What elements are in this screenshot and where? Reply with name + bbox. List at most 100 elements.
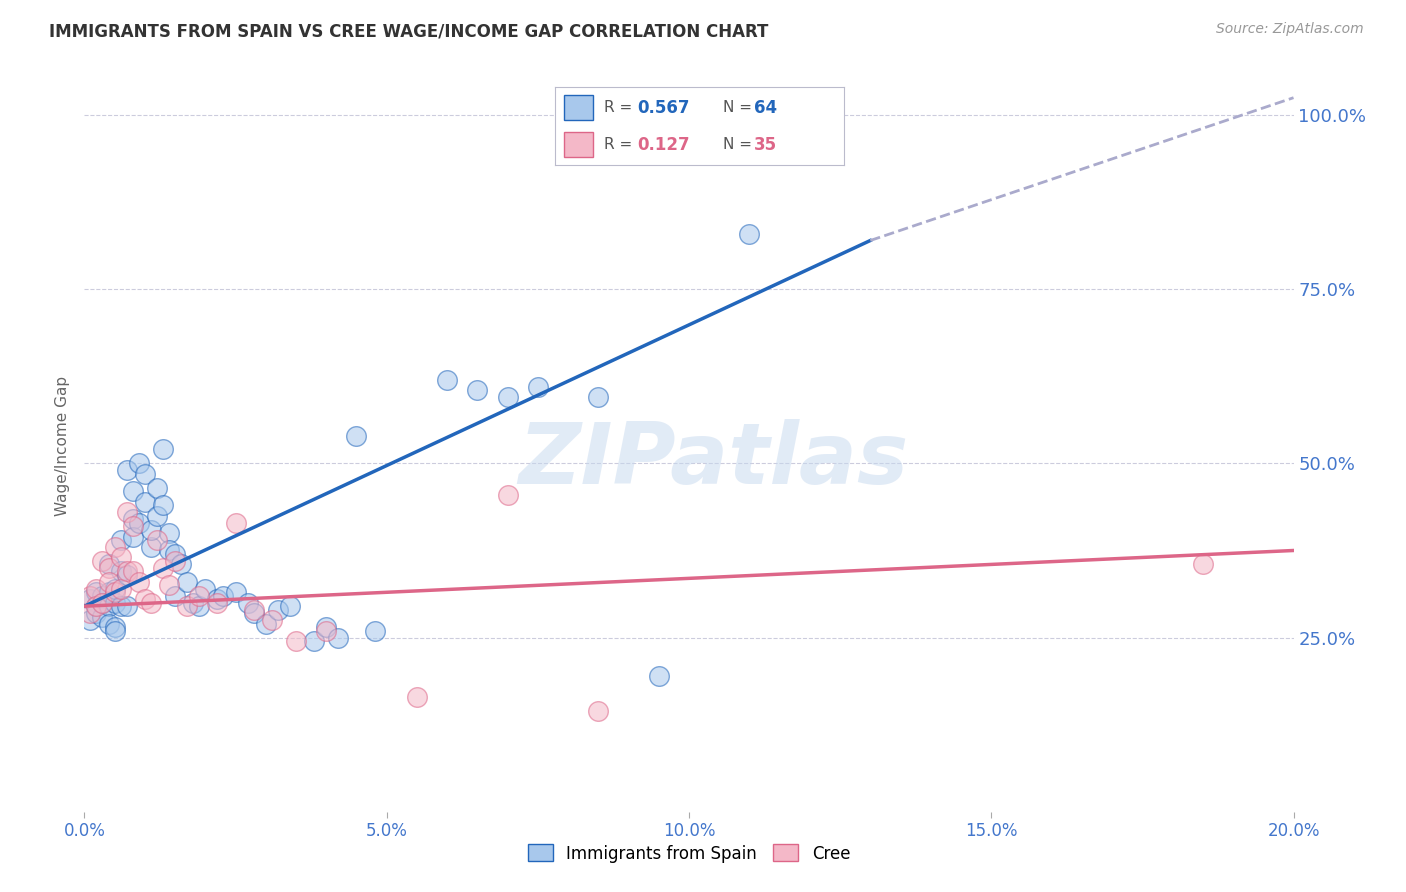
Point [104, 582, 127, 596]
Point [260, 613, 283, 627]
Point [225, 585, 247, 599]
Point [121, 565, 143, 579]
Point [86, 599, 108, 614]
Point [346, 428, 368, 442]
Text: N =: N = [723, 100, 756, 115]
Point [128, 457, 150, 471]
Point [436, 373, 458, 387]
Point [91, 596, 114, 610]
Point [188, 589, 211, 603]
Point [176, 599, 198, 614]
Point [285, 634, 308, 648]
Point [91, 554, 114, 568]
Point [176, 574, 198, 589]
Point [152, 442, 174, 457]
Point [157, 526, 180, 541]
Point [157, 543, 180, 558]
Text: 35: 35 [754, 136, 778, 153]
Point [1192, 558, 1215, 572]
Text: ZIPatlas: ZIPatlas [517, 419, 908, 502]
Point [121, 530, 143, 544]
Point [467, 384, 489, 398]
Point [115, 463, 138, 477]
Point [91, 609, 114, 624]
Point [128, 516, 150, 530]
Point [181, 596, 204, 610]
Point [97, 574, 120, 589]
Point [115, 599, 138, 614]
Point [121, 512, 143, 526]
Point [110, 582, 132, 596]
Point [104, 540, 127, 554]
Text: 0.567: 0.567 [637, 99, 690, 117]
Point [115, 567, 138, 582]
Point [207, 596, 229, 610]
Text: 0.127: 0.127 [637, 136, 690, 153]
Point [86, 606, 108, 620]
Point [157, 578, 180, 592]
Point [104, 585, 127, 599]
Text: N =: N = [723, 137, 756, 153]
Point [86, 582, 108, 596]
Point [115, 565, 138, 579]
Point [97, 599, 120, 614]
Point [212, 589, 235, 603]
Bar [564, 132, 593, 157]
Point [165, 589, 187, 603]
Point [79, 606, 101, 620]
Point [104, 596, 127, 610]
Point [588, 390, 610, 404]
Point [267, 603, 290, 617]
Text: Source: ZipAtlas.com: Source: ZipAtlas.com [1216, 22, 1364, 37]
Point [97, 616, 120, 631]
Point [496, 390, 519, 404]
Point [97, 585, 120, 599]
Legend: Immigrants from Spain, Cree: Immigrants from Spain, Cree [522, 838, 856, 869]
Point [225, 516, 247, 530]
Point [121, 484, 143, 499]
Y-axis label: Wage/Income Gap: Wage/Income Gap [55, 376, 70, 516]
Point [79, 589, 101, 603]
Point [527, 380, 550, 394]
Point [91, 589, 114, 603]
Point [315, 624, 337, 638]
Point [194, 582, 217, 596]
Point [363, 624, 385, 638]
Point [86, 585, 108, 599]
Point [104, 624, 127, 638]
Text: 64: 64 [754, 99, 778, 117]
Point [86, 599, 108, 614]
Point [496, 488, 519, 502]
Point [134, 592, 156, 607]
Point [165, 547, 187, 561]
Point [146, 508, 169, 523]
Point [134, 494, 156, 508]
Point [207, 592, 229, 607]
Point [152, 498, 174, 512]
Point [79, 592, 101, 607]
Point [110, 599, 132, 614]
Point [738, 227, 761, 241]
Point [278, 599, 301, 614]
Point [165, 554, 187, 568]
Text: R =: R = [605, 100, 637, 115]
Point [104, 620, 127, 634]
Point [110, 550, 132, 565]
Point [406, 690, 429, 704]
Point [588, 704, 610, 718]
Point [236, 596, 259, 610]
Point [97, 561, 120, 575]
Point [170, 558, 193, 572]
Point [242, 603, 264, 617]
Point [648, 669, 671, 683]
Point [146, 481, 169, 495]
Text: IMMIGRANTS FROM SPAIN VS CREE WAGE/INCOME GAP CORRELATION CHART: IMMIGRANTS FROM SPAIN VS CREE WAGE/INCOM… [49, 22, 769, 40]
Point [115, 505, 138, 519]
Point [254, 616, 277, 631]
Point [302, 634, 325, 648]
Text: R =: R = [605, 137, 637, 153]
Point [139, 596, 162, 610]
Point [242, 606, 264, 620]
Point [121, 519, 143, 533]
Point [139, 540, 162, 554]
